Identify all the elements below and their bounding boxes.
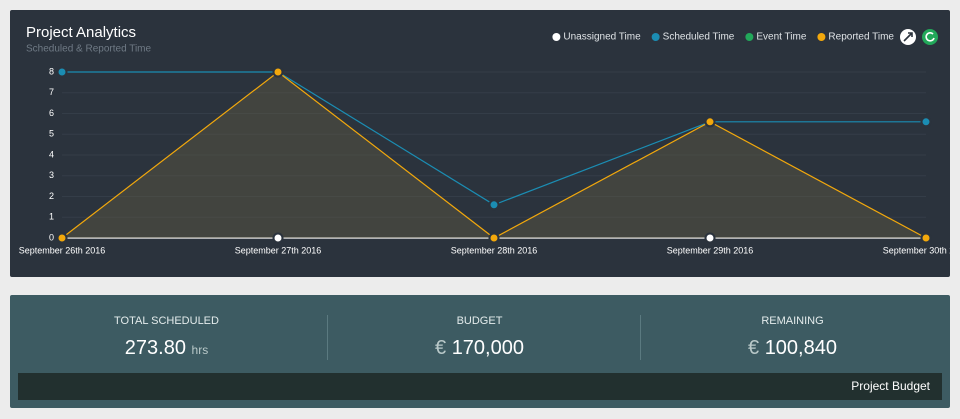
refresh-button[interactable] xyxy=(922,29,938,45)
stat-value: 100,840 xyxy=(764,337,837,359)
separator xyxy=(640,315,641,360)
data-point xyxy=(704,116,716,128)
y-tick-label: 5 xyxy=(49,129,54,139)
data-point xyxy=(488,199,500,211)
stat-unit: hrs xyxy=(191,343,209,357)
legend: Reported Time Event Time Scheduled Time Una… xyxy=(552,32,894,43)
data-point xyxy=(920,116,932,128)
footer: Project Budget xyxy=(18,373,942,400)
legend-swatch xyxy=(552,33,561,41)
x-tick-label: September 28th 2016 xyxy=(451,245,538,255)
legend-swatch xyxy=(651,33,660,41)
stat-label: REMAINING xyxy=(761,315,824,327)
stat-label: BUDGET xyxy=(456,315,503,327)
chart-title: Project Analytics xyxy=(26,24,136,41)
legend-label: Reported Time xyxy=(828,32,894,43)
stat: BUDGET € 170,000 xyxy=(323,315,636,360)
legend-swatch xyxy=(817,33,826,41)
data-point xyxy=(272,232,284,244)
stat-label: TOTAL SCHEDULED xyxy=(114,315,219,327)
stats-panel: Project Budget TOTAL SCHEDULED 273.80 hrs B… xyxy=(10,295,950,408)
data-point xyxy=(56,232,68,244)
data-point xyxy=(920,232,932,244)
legend-label: Scheduled Time xyxy=(663,32,735,43)
y-tick-label: 4 xyxy=(49,149,54,159)
stat-value: 273.80 xyxy=(124,337,186,359)
data-point xyxy=(704,232,716,244)
x-tick-label: September 30th 2016 xyxy=(883,245,950,255)
x-tick-label: September 29th 2016 xyxy=(667,245,754,255)
legend-label: Unassigned Time xyxy=(563,32,641,43)
y-tick-label: 2 xyxy=(49,191,54,201)
data-point xyxy=(56,66,68,78)
currency: € xyxy=(435,337,447,359)
refresh-icon xyxy=(925,32,935,42)
y-tick-label: 6 xyxy=(49,108,54,118)
x-tick-label: September 26th 2016 xyxy=(19,245,106,255)
y-tick-label: 7 xyxy=(49,87,54,97)
separator xyxy=(327,315,328,360)
stat-value: 170,000 xyxy=(451,337,524,359)
data-point xyxy=(488,232,500,244)
stat-value-row: € 100,840 xyxy=(636,337,949,360)
stat: TOTAL SCHEDULED 273.80 hrs xyxy=(10,315,323,360)
chart-panel: Project Analytics Scheduled & Reported T… xyxy=(10,10,960,277)
y-tick-label: 3 xyxy=(49,170,54,180)
y-tick-label: 1 xyxy=(49,212,54,222)
x-tick-label: September 27th 2016 xyxy=(235,245,322,255)
legend-swatch xyxy=(745,33,754,41)
stat-value-row: € 170,000 xyxy=(323,337,636,360)
currency: € xyxy=(748,337,760,359)
data-point xyxy=(272,66,284,78)
y-tick-label: 0 xyxy=(49,232,54,242)
chart-subtitle: Scheduled & Reported Time xyxy=(26,44,152,55)
chart: Project Analytics Scheduled & Reported T… xyxy=(19,24,960,255)
area xyxy=(62,72,926,238)
stat-value-row: 273.80 hrs xyxy=(10,337,323,360)
legend-label: Event Time xyxy=(756,32,806,43)
stat: REMAINING € 100,840 xyxy=(636,315,949,360)
expand-icon xyxy=(903,32,913,42)
y-tick-label: 8 xyxy=(49,66,54,76)
